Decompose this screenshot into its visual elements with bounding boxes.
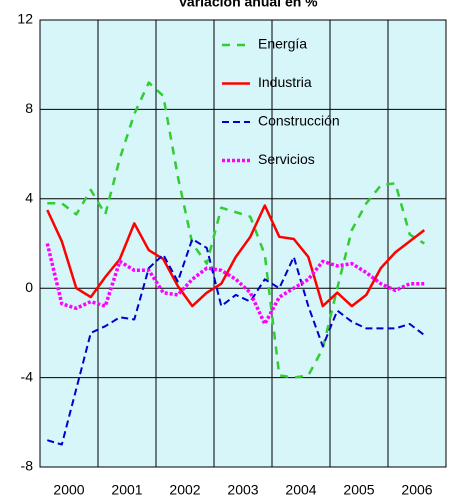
x-tick-label: 2006 [401, 482, 432, 498]
x-tick-label: 2001 [111, 482, 142, 498]
x-tick-label: 2004 [285, 482, 316, 498]
y-tick-label: -8 [21, 458, 34, 474]
legend-label: Industria [258, 74, 312, 90]
x-tick-label: 2003 [227, 482, 258, 498]
x-tick-label: 2005 [343, 482, 374, 498]
chart-title: Variación anual en % [178, 0, 318, 10]
y-tick-label: -4 [21, 368, 34, 384]
x-tick-label: 2000 [53, 482, 84, 498]
series-line [46, 204, 426, 308]
legend-label: Servicios [258, 151, 315, 167]
y-tick-label: 8 [25, 100, 33, 116]
series-line [47, 81, 425, 379]
series-line [47, 238, 425, 446]
legend-label: Construcción [258, 113, 340, 129]
y-tick-label: 0 [25, 279, 33, 295]
y-tick-label: 12 [17, 11, 33, 27]
legend-label: Energía [258, 36, 307, 52]
x-tick-label: 2002 [169, 482, 200, 498]
y-tick-label: 4 [25, 190, 33, 206]
series-line [45, 243, 425, 326]
plot-area [39, 19, 447, 468]
